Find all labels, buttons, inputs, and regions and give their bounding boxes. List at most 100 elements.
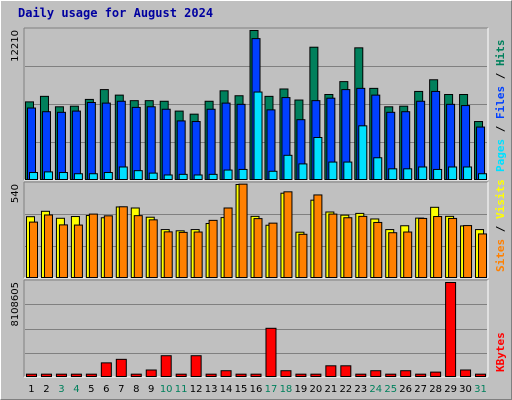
x-tick-label: 27 [414, 384, 427, 395]
files-bar [266, 109, 276, 180]
files-bar [71, 110, 81, 180]
sites-bar [313, 194, 323, 278]
x-tick-label: 11 [175, 384, 188, 395]
x-tick-label: 20 [310, 384, 323, 395]
x-tick-label: 29 [444, 384, 457, 395]
y-axis-label-part: Pages [494, 139, 507, 172]
sites-bar [343, 217, 353, 279]
files-bar [146, 106, 156, 180]
y-axis-label-separator: / [494, 66, 507, 86]
pages-bar [448, 166, 458, 180]
pages-bar [29, 172, 38, 180]
kbytes-bar [160, 355, 172, 378]
x-tick-label: 10 [160, 384, 173, 395]
x-tick-label: 21 [324, 384, 337, 395]
sites-bar [478, 233, 488, 279]
sites-bar [43, 214, 53, 279]
pages-bar [268, 170, 278, 180]
sites-bar [298, 233, 308, 278]
kbytes-bar [70, 373, 82, 377]
x-tick-label: 12 [190, 384, 203, 395]
kbytes-bar [235, 373, 247, 377]
kbytes-bar [415, 373, 427, 377]
pages-bar [463, 166, 473, 180]
x-tick-label: 8 [133, 384, 139, 395]
kbytes-bar [370, 370, 382, 377]
files-bar [131, 106, 141, 180]
sites-bar [58, 224, 68, 278]
kbytes-bar [475, 373, 487, 377]
sites-bar [253, 218, 263, 278]
files-bar [86, 101, 96, 180]
y-axis-label-part: Visits [494, 179, 507, 219]
files-bar [476, 126, 486, 180]
pages-bar [208, 173, 218, 181]
sites-bar [148, 219, 158, 278]
kbytes-bar [325, 365, 337, 378]
x-tick-label: 4 [73, 384, 79, 395]
y-axis-label-1: Pages / Files / Hits [494, 40, 507, 173]
sites-bar [268, 222, 278, 278]
kbytes-bar [205, 373, 217, 377]
x-tick-label: 2 [43, 384, 49, 395]
pages-bar [103, 172, 113, 180]
pages-bar [238, 168, 248, 180]
kbytes-bar [145, 369, 157, 378]
kbytes-bar [175, 373, 187, 377]
pages-bar [253, 91, 263, 180]
pages-bar [478, 173, 488, 180]
sites-bar [283, 191, 293, 278]
x-tick-label: 15 [235, 384, 248, 395]
pages-bar [163, 174, 173, 180]
pages-bar [43, 171, 53, 181]
x-tick-label: 1 [28, 384, 34, 395]
kbytes-bar [355, 373, 367, 377]
pages-bar [313, 137, 323, 180]
kbytes-bar [115, 358, 127, 377]
sites-bar [133, 215, 143, 278]
y-axis-label-part: Files [494, 86, 507, 119]
x-tick-label: 28 [429, 384, 442, 395]
x-tick-label: 5 [88, 384, 94, 395]
sites-bar [448, 217, 458, 278]
kbytes-bar [85, 373, 97, 377]
kbytes-bar [220, 370, 232, 377]
files-bar [206, 108, 216, 180]
kbytes-bar [295, 373, 307, 377]
files-bar [431, 90, 441, 180]
pages-bar [298, 163, 308, 181]
sites-bar [193, 231, 203, 278]
kbytes-bar [280, 370, 292, 377]
kbytes-bar [310, 373, 322, 377]
y-axis-label-3: KBytes [494, 332, 507, 372]
kbytes-bar [340, 365, 352, 378]
y-axis-label-separator: / [494, 119, 507, 139]
pages-bar [328, 161, 338, 180]
sites-bar [208, 219, 218, 278]
pages-bar [373, 157, 383, 180]
pages-bar [418, 166, 428, 180]
files-bar [161, 108, 171, 180]
pages-bar [433, 168, 443, 180]
files-bar [191, 121, 201, 181]
pages-bar [133, 170, 143, 181]
x-tick-label: 16 [250, 384, 263, 395]
y-axis-label-separator: / [494, 219, 507, 239]
sites-bar [223, 207, 233, 278]
sites-bar [118, 206, 128, 278]
pages-bar [178, 173, 188, 181]
pages-bar [388, 168, 398, 181]
kbytes-bar [190, 355, 202, 378]
files-bar [27, 107, 36, 180]
kbytes-bar [130, 373, 142, 377]
y-axis-label-part: KBytes [494, 332, 507, 372]
sites-bar [403, 231, 413, 278]
x-tick-label: 14 [220, 384, 233, 395]
x-tick-label: 23 [354, 384, 367, 395]
kbytes-bar [430, 371, 442, 377]
ymax-label-3: 8108605 [10, 282, 21, 327]
pages-bar [118, 166, 128, 180]
x-tick-label: 30 [459, 384, 472, 395]
pages-bar [193, 174, 203, 180]
